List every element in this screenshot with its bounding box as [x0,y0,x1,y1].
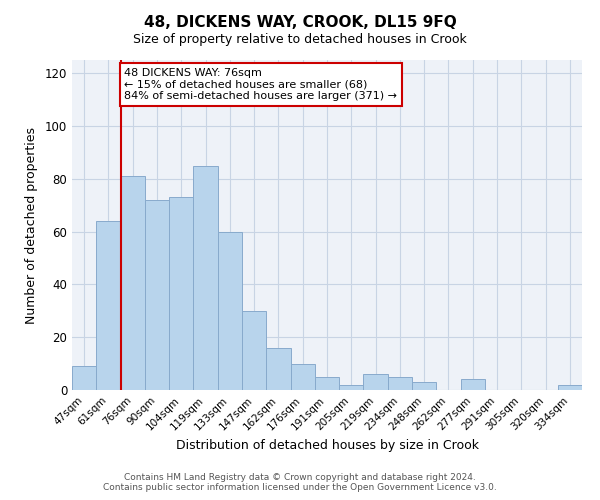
Text: 48 DICKENS WAY: 76sqm
← 15% of detached houses are smaller (68)
84% of semi-deta: 48 DICKENS WAY: 76sqm ← 15% of detached … [124,68,397,101]
Text: Contains HM Land Registry data © Crown copyright and database right 2024.
Contai: Contains HM Land Registry data © Crown c… [103,473,497,492]
Bar [72,366,96,390]
Bar [218,232,242,390]
Text: 48, DICKENS WAY, CROOK, DL15 9FQ: 48, DICKENS WAY, CROOK, DL15 9FQ [143,15,457,30]
Bar [315,377,339,390]
Bar [339,384,364,390]
Bar [193,166,218,390]
Bar [558,384,582,390]
Bar [461,380,485,390]
Bar [169,198,193,390]
Bar [145,200,169,390]
Bar [290,364,315,390]
Bar [412,382,436,390]
Bar [388,377,412,390]
Y-axis label: Number of detached properties: Number of detached properties [25,126,38,324]
Bar [242,311,266,390]
Bar [121,176,145,390]
Bar [96,221,121,390]
Text: Size of property relative to detached houses in Crook: Size of property relative to detached ho… [133,32,467,46]
Bar [364,374,388,390]
X-axis label: Distribution of detached houses by size in Crook: Distribution of detached houses by size … [176,438,479,452]
Bar [266,348,290,390]
